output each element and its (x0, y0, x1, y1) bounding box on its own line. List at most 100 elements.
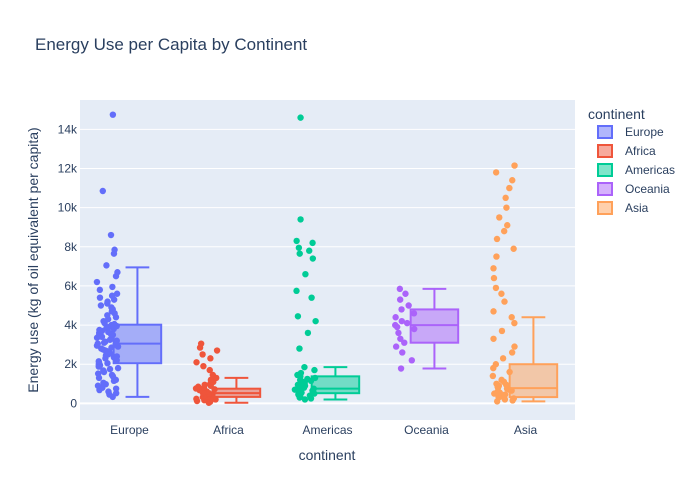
grid (80, 128, 575, 405)
data-point (94, 340, 101, 347)
legend-title: continent (588, 106, 645, 122)
data-point (104, 312, 111, 319)
data-point (405, 302, 412, 309)
data-point (408, 357, 416, 364)
data-point (200, 362, 207, 370)
data-point (309, 239, 316, 247)
data-point (108, 304, 115, 311)
data-point (511, 162, 518, 169)
data-point (492, 361, 500, 368)
data-point (193, 395, 200, 403)
data-point (500, 227, 508, 235)
data-point (193, 359, 200, 366)
legend-item-europe[interactable]: Europe (597, 125, 664, 139)
data-point (392, 343, 400, 350)
data-point (107, 231, 115, 239)
legend-swatch (597, 125, 613, 139)
data-point (511, 343, 518, 350)
x-tick-label: Asia (514, 423, 538, 437)
series-americas (291, 114, 361, 403)
data-point (112, 389, 120, 397)
data-point (309, 255, 317, 262)
data-point (209, 371, 217, 379)
data-point (402, 290, 409, 297)
legend-label: Americas (625, 163, 675, 177)
data-point (295, 244, 303, 251)
data-point (111, 246, 118, 253)
data-point (396, 285, 404, 293)
data-point (398, 306, 405, 313)
data-point (493, 235, 501, 243)
series-oceania (392, 285, 460, 372)
y-axis-title: Energy use (kg of oil equivalent per cap… (25, 127, 41, 392)
data-point (207, 376, 215, 384)
data-point (296, 345, 303, 352)
legend-label: Africa (625, 144, 656, 158)
data-point (99, 187, 106, 195)
data-point (397, 365, 405, 372)
data-point (97, 302, 105, 309)
data-point (501, 298, 508, 305)
data-point (100, 379, 107, 387)
data-point (114, 269, 121, 276)
data-point (493, 253, 500, 260)
data-point (109, 283, 116, 291)
x-tick-label: Oceania (404, 423, 449, 437)
data-point (104, 298, 111, 305)
data-point (112, 385, 120, 392)
data-point (302, 270, 309, 278)
data-point (401, 339, 408, 346)
data-point (398, 317, 405, 325)
data-point (106, 365, 114, 373)
data-point (399, 349, 406, 356)
data-point (508, 349, 516, 356)
data-point (511, 319, 518, 327)
box-iqr (310, 375, 361, 395)
data-point (96, 294, 104, 301)
legend: continent Europe Africa Americas Oceania Asi… (588, 106, 675, 215)
legend-item-americas[interactable]: Americas (597, 163, 675, 177)
y-tick-label: 14k (58, 122, 78, 136)
data-point (493, 380, 500, 387)
data-point (501, 391, 509, 398)
chart-title: Energy Use per Capita by Continent (35, 35, 307, 54)
data-point (294, 313, 302, 320)
data-point (297, 114, 304, 121)
data-point (108, 292, 116, 299)
legend-item-oceania[interactable]: Oceania (597, 182, 670, 196)
data-point (503, 204, 510, 211)
data-point (301, 363, 308, 371)
data-point (504, 222, 511, 229)
legend-item-asia[interactable]: Asia (597, 201, 649, 215)
data-point (509, 177, 516, 184)
y-tick-label: 4k (64, 318, 78, 332)
data-point (403, 319, 411, 327)
data-point (199, 351, 206, 358)
data-point (396, 296, 404, 303)
data-point (109, 111, 117, 118)
data-point (492, 169, 500, 176)
legend-swatch (597, 163, 613, 177)
data-point (95, 358, 102, 365)
legend-label: Europe (625, 125, 664, 139)
data-point (490, 308, 497, 315)
y-tick-label: 6k (64, 279, 78, 293)
data-point (103, 262, 110, 269)
data-point (311, 366, 318, 374)
data-point (489, 372, 497, 380)
plot-background (80, 100, 575, 420)
data-point (502, 194, 509, 202)
data-point (105, 388, 112, 395)
data-point (296, 250, 303, 257)
data-point (490, 265, 497, 272)
y-tick-label: 0 (70, 396, 77, 410)
legend-label: Asia (625, 201, 649, 215)
y-axis-ticks: 0 2k 4k 6k 8k 10k 12k 14k (58, 122, 78, 410)
legend-item-africa[interactable]: Africa (597, 144, 656, 158)
data-point (395, 329, 402, 337)
data-point (301, 396, 309, 403)
data-point (498, 290, 505, 297)
data-point (206, 366, 213, 374)
y-tick-label: 10k (58, 201, 78, 215)
data-point (207, 355, 214, 362)
